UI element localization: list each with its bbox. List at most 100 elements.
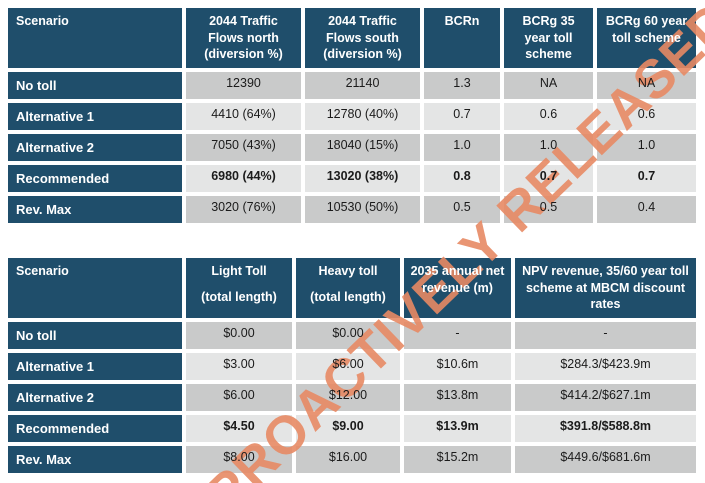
header-cell: BCRg 35 year toll scheme: [502, 6, 595, 70]
header-cell: NPV revenue, 35/60 year toll scheme at M…: [513, 256, 698, 320]
header-label: 2035 annual net revenue (m): [410, 264, 505, 295]
row-label: No toll: [6, 70, 184, 101]
data-cell-value: $15.2m: [436, 450, 479, 464]
table-row: No toll 12390 21140 1.3 NA NA: [6, 70, 698, 101]
header-cell-scenario: Scenario: [6, 256, 184, 320]
table2-header: Scenario Light Toll (total length) Heavy to…: [6, 256, 698, 320]
data-cell-value: $0.00: [332, 326, 364, 340]
data-cell: $13.8m: [402, 382, 513, 413]
data-cell: 21140: [303, 70, 422, 101]
row-label-text: Alternative 1: [16, 109, 95, 124]
data-cell: 1.3: [422, 70, 502, 101]
data-cell: $6.00: [294, 351, 402, 382]
data-cell-value: 12780 (40%): [326, 107, 399, 121]
header-cell: BCRg 60 year toll scheme: [595, 6, 698, 70]
data-cell: NA: [502, 70, 595, 101]
data-cell-value: NA: [637, 76, 656, 90]
toll-revenue-table: Scenario Light Toll (total length) Heavy to…: [6, 256, 698, 475]
header-label: Scenario: [16, 264, 69, 278]
data-cell: $16.00: [294, 444, 402, 475]
data-cell: 0.6: [502, 101, 595, 132]
table2-body: No toll $0.00 $0.00 - - Alternative 1 $3.00 $6.…: [6, 320, 698, 475]
row-label-text: Rev. Max: [16, 202, 72, 217]
data-cell: 0.7: [502, 163, 595, 194]
data-cell-value: $414.2/$627.1m: [560, 388, 651, 402]
table1-header: Scenario 2044 Traffic Flows north (divers…: [6, 6, 698, 70]
table-row: Recommended $4.50 $9.00 $13.9m $391.8/$588.8…: [6, 413, 698, 444]
data-cell-value: 0.7: [453, 107, 471, 121]
data-cell-value: $16.00: [328, 450, 368, 464]
table-row: No toll $0.00 $0.00 - -: [6, 320, 698, 351]
data-cell-value: 1.0: [539, 138, 558, 152]
data-cell-value: -: [455, 326, 460, 340]
data-cell-value: 0.5: [539, 200, 558, 214]
data-cell: 18040 (15%): [303, 132, 422, 163]
table-row: Rev. Max 3020 (76%) 10530 (50%) 0.5 0.5 0.4: [6, 194, 698, 225]
header-row: Scenario Light Toll (total length) Heavy to…: [6, 256, 698, 320]
header-label: (total length): [201, 289, 277, 304]
header-label: (total length): [310, 289, 386, 304]
data-cell-value: 0.8: [453, 169, 471, 183]
data-cell: $0.00: [184, 320, 294, 351]
data-cell-value: $284.3/$423.9m: [560, 357, 651, 371]
row-label-text: Recommended: [16, 421, 110, 436]
data-cell-value: 12390: [226, 76, 261, 90]
data-cell-value: 0.6: [539, 107, 558, 121]
data-cell-value: $12.00: [328, 388, 368, 402]
data-cell: 0.6: [595, 101, 698, 132]
data-cell-value: $13.9m: [436, 419, 479, 433]
row-label-text: Alternative 1: [16, 359, 95, 374]
table-row: Alternative 1 $3.00 $6.00 $10.6m $284.3/$423…: [6, 351, 698, 382]
data-cell: 0.8: [422, 163, 502, 194]
data-cell-value: 6980 (44%): [211, 169, 276, 183]
header-label: NPV revenue, 35/60 year toll scheme at M…: [522, 264, 689, 311]
data-cell: 3020 (76%): [184, 194, 303, 225]
data-cell: 0.7: [595, 163, 698, 194]
data-cell-value: -: [603, 326, 608, 340]
row-label-text: Rev. Max: [16, 452, 72, 467]
data-cell: $10.6m: [402, 351, 513, 382]
data-cell: $3.00: [184, 351, 294, 382]
header-cell: 2044 Traffic Flows south (diversion %): [303, 6, 422, 70]
header-label: 2044 Traffic Flows south (diversion %): [323, 14, 402, 61]
data-cell: $391.8/$588.8m: [513, 413, 698, 444]
row-label: Alternative 1: [6, 351, 184, 382]
header-cell: Heavy toll (total length): [294, 256, 402, 320]
data-cell-value: 1.0: [637, 138, 656, 152]
data-cell: 4410 (64%): [184, 101, 303, 132]
table-row: Alternative 1 4410 (64%) 12780 (40%) 0.7 0.6…: [6, 101, 698, 132]
data-cell: -: [402, 320, 513, 351]
header-label: Heavy toll: [318, 264, 378, 278]
data-cell-value: $10.6m: [436, 357, 479, 371]
data-cell-value: $4.50: [223, 419, 255, 433]
header-cell: 2044 Traffic Flows north (diversion %): [184, 6, 303, 70]
header-label: 2044 Traffic Flows north (diversion %): [204, 14, 283, 61]
data-cell-value: 3020 (76%): [211, 200, 276, 214]
data-cell: $9.00: [294, 413, 402, 444]
data-cell: $0.00: [294, 320, 402, 351]
header-label: BCRg 60 year toll scheme: [605, 14, 688, 45]
data-cell-value: 0.6: [637, 107, 656, 121]
data-cell: $15.2m: [402, 444, 513, 475]
data-cell-value: 10530 (50%): [326, 200, 399, 214]
header-cell: BCRn: [422, 6, 502, 70]
traffic-flows-bcr-table: Scenario 2044 Traffic Flows north (divers…: [6, 6, 698, 225]
data-cell-value: 0.7: [637, 169, 656, 183]
data-cell: $4.50: [184, 413, 294, 444]
row-label-text: No toll: [16, 78, 57, 93]
data-cell-value: 13020 (38%): [326, 169, 399, 183]
data-cell: 13020 (38%): [303, 163, 422, 194]
data-cell-value: 21140: [345, 76, 380, 90]
data-cell: 12390: [184, 70, 303, 101]
data-cell-value: 1.0: [453, 138, 471, 152]
data-cell: $8.00: [184, 444, 294, 475]
data-cell: $414.2/$627.1m: [513, 382, 698, 413]
header-row: Scenario 2044 Traffic Flows north (divers…: [6, 6, 698, 70]
data-cell-value: $6.00: [223, 388, 255, 402]
data-cell-value: $8.00: [223, 450, 255, 464]
data-cell-value: 4410 (64%): [211, 107, 276, 121]
data-cell-value: 0.4: [637, 200, 656, 214]
data-cell: 7050 (43%): [184, 132, 303, 163]
header-label: BCRn: [444, 14, 480, 28]
